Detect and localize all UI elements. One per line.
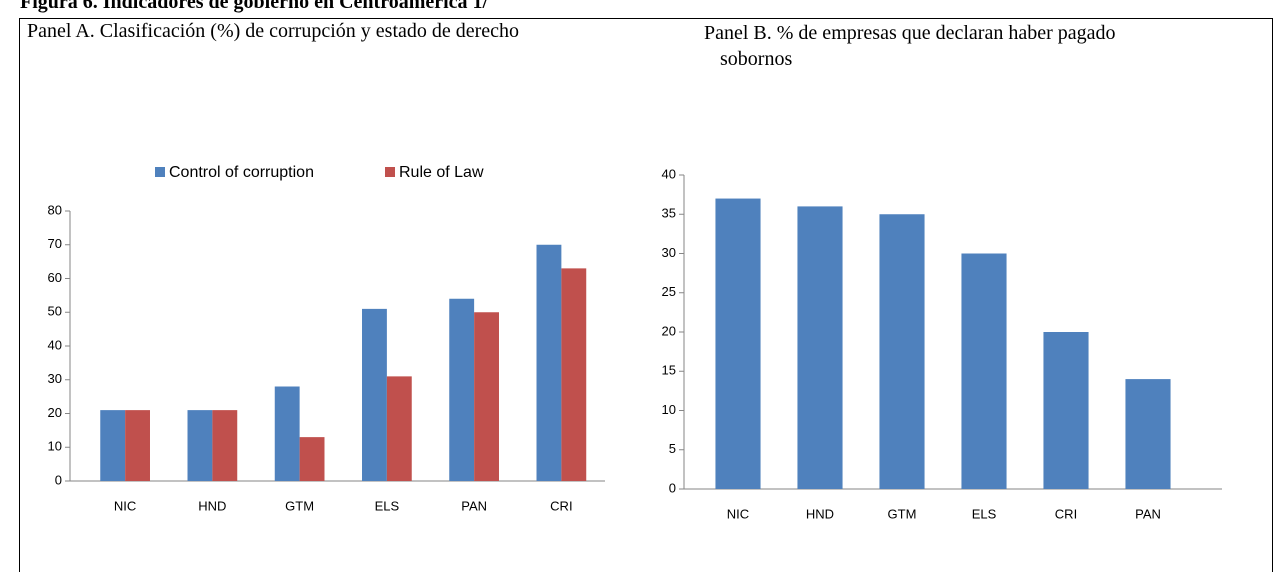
x-tick-label: ELS bbox=[375, 498, 400, 513]
x-tick-label: PAN bbox=[461, 498, 487, 513]
bar bbox=[879, 214, 925, 489]
bar bbox=[1043, 332, 1089, 489]
y-tick-label: 0 bbox=[669, 480, 676, 495]
bar bbox=[299, 437, 325, 481]
bar bbox=[715, 198, 761, 490]
bar bbox=[797, 206, 843, 489]
bar bbox=[561, 268, 587, 481]
bar bbox=[449, 298, 475, 481]
bar bbox=[362, 308, 387, 481]
y-tick-label: 40 bbox=[662, 166, 676, 181]
bar bbox=[474, 312, 499, 481]
x-tick-label: CRI bbox=[1055, 506, 1077, 521]
figure-title: Figura 6. Indicadores de gobierno en Cen… bbox=[20, 0, 489, 13]
figure-frame bbox=[19, 18, 1273, 572]
bar bbox=[125, 410, 150, 481]
y-tick-label: 35 bbox=[662, 206, 676, 221]
y-tick-label: 0 bbox=[55, 472, 62, 487]
y-tick-label: 10 bbox=[662, 402, 676, 417]
x-tick-label: PAN bbox=[1135, 506, 1161, 521]
panel-title: Panel A. Clasificación (%) de corrupción… bbox=[27, 20, 520, 42]
x-tick-label: NIC bbox=[727, 506, 749, 521]
y-tick-label: 60 bbox=[48, 270, 62, 285]
y-tick-label: 20 bbox=[48, 405, 62, 420]
legend-label: Control of corruption bbox=[169, 164, 314, 181]
y-tick-label: 20 bbox=[662, 323, 676, 338]
bar bbox=[100, 410, 126, 481]
bar bbox=[1125, 379, 1171, 489]
x-tick-label: GTM bbox=[285, 498, 314, 513]
y-tick-label: 70 bbox=[48, 236, 62, 251]
panel-title: Panel B. % de empresas que declaran habe… bbox=[704, 22, 1116, 70]
bar bbox=[274, 386, 300, 481]
y-tick-label: 80 bbox=[48, 202, 62, 217]
x-tick-label: HND bbox=[806, 506, 834, 521]
x-tick-label: NIC bbox=[114, 498, 136, 513]
x-tick-label: HND bbox=[198, 498, 226, 513]
x-tick-label: CRI bbox=[550, 498, 572, 513]
x-tick-label: ELS bbox=[972, 506, 997, 521]
bar bbox=[961, 253, 1007, 489]
bar bbox=[187, 410, 213, 481]
y-tick-label: 10 bbox=[48, 439, 62, 454]
x-tick-label: GTM bbox=[888, 506, 917, 521]
bar bbox=[386, 376, 412, 481]
y-tick-label: 30 bbox=[48, 371, 62, 386]
y-tick-label: 40 bbox=[48, 337, 62, 352]
y-tick-label: 15 bbox=[662, 363, 676, 378]
y-tick-label: 5 bbox=[669, 441, 676, 456]
y-tick-label: 25 bbox=[662, 284, 676, 299]
legend-label: Rule of Law bbox=[399, 164, 484, 181]
legend-swatch bbox=[155, 167, 165, 177]
legend-swatch bbox=[385, 167, 395, 177]
y-tick-label: 50 bbox=[48, 304, 62, 319]
y-tick-label: 30 bbox=[662, 245, 676, 260]
bar bbox=[536, 244, 562, 481]
bar bbox=[212, 410, 238, 481]
